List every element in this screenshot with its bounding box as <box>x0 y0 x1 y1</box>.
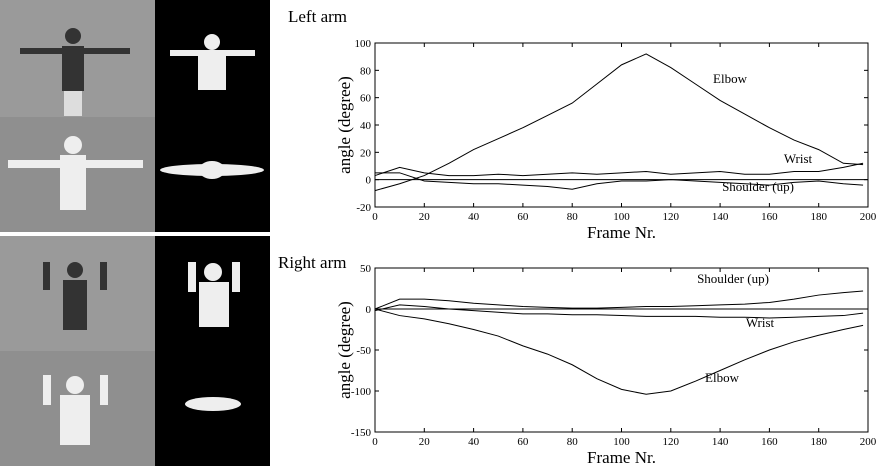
y-tick-label: 0 <box>366 304 372 316</box>
x-tick-label: 40 <box>468 436 480 448</box>
series-line <box>374 308 864 395</box>
x-tick-label: 120 <box>663 436 680 448</box>
x-tick-label: 100 <box>613 436 630 448</box>
series-label: Shoulder (up) <box>697 271 769 286</box>
x-axis-label: Frame Nr. <box>587 223 656 242</box>
y-tick-label: -100 <box>351 386 372 398</box>
x-tick-label: 160 <box>761 211 778 223</box>
x-tick-label: 80 <box>567 436 579 448</box>
series-line <box>375 172 864 190</box>
series-label: Elbow <box>713 71 748 86</box>
y-tick-label: 80 <box>360 65 372 77</box>
x-tick-label: 40 <box>468 211 480 223</box>
y-axis-label: angle (degree) <box>335 301 354 399</box>
x-tick-label: 200 <box>860 211 877 223</box>
x-tick-label: 80 <box>567 211 579 223</box>
x-tick-label: 140 <box>712 436 729 448</box>
x-tick-label: 20 <box>419 436 431 448</box>
photo-panel <box>0 0 270 466</box>
chart-title: Left arm <box>288 7 347 26</box>
person <box>20 28 130 330</box>
series-line <box>374 53 864 192</box>
model <box>8 34 264 445</box>
series-label: Shoulder (up) <box>722 179 794 194</box>
x-tick-label: 0 <box>372 211 378 223</box>
x-tick-label: 180 <box>810 436 827 448</box>
x-tick-label: 200 <box>860 436 877 448</box>
x-tick-label: 20 <box>419 211 431 223</box>
x-tick-label: 0 <box>372 436 378 448</box>
series-line <box>374 162 864 177</box>
series-line <box>374 304 864 319</box>
y-tick-label: 60 <box>360 93 372 105</box>
series-label: Wrist <box>784 151 813 166</box>
x-tick-label: 140 <box>712 211 729 223</box>
series-line <box>374 290 864 310</box>
x-tick-label: 160 <box>761 436 778 448</box>
series-label: Elbow <box>705 370 740 385</box>
x-tick-label: 100 <box>613 211 630 223</box>
x-tick-label: 120 <box>663 211 680 223</box>
y-tick-label: 20 <box>360 147 372 159</box>
chart-title: Right arm <box>278 253 346 272</box>
y-tick-label: 50 <box>360 263 372 275</box>
series-label: Wrist <box>746 315 775 330</box>
plot-frame <box>374 267 869 433</box>
y-tick-label: -20 <box>356 202 371 214</box>
y-tick-label: 100 <box>355 38 372 50</box>
x-tick-label: 60 <box>517 211 529 223</box>
y-axis-label: angle (degree) <box>335 76 354 174</box>
x-tick-label: 180 <box>810 211 827 223</box>
y-tick-label: 0 <box>366 175 372 187</box>
x-tick-label: 60 <box>517 436 529 448</box>
y-tick-label: -50 <box>356 345 371 357</box>
y-tick-label: -150 <box>351 427 372 439</box>
y-tick-label: 40 <box>360 120 372 132</box>
x-axis-label: Frame Nr. <box>587 448 656 467</box>
